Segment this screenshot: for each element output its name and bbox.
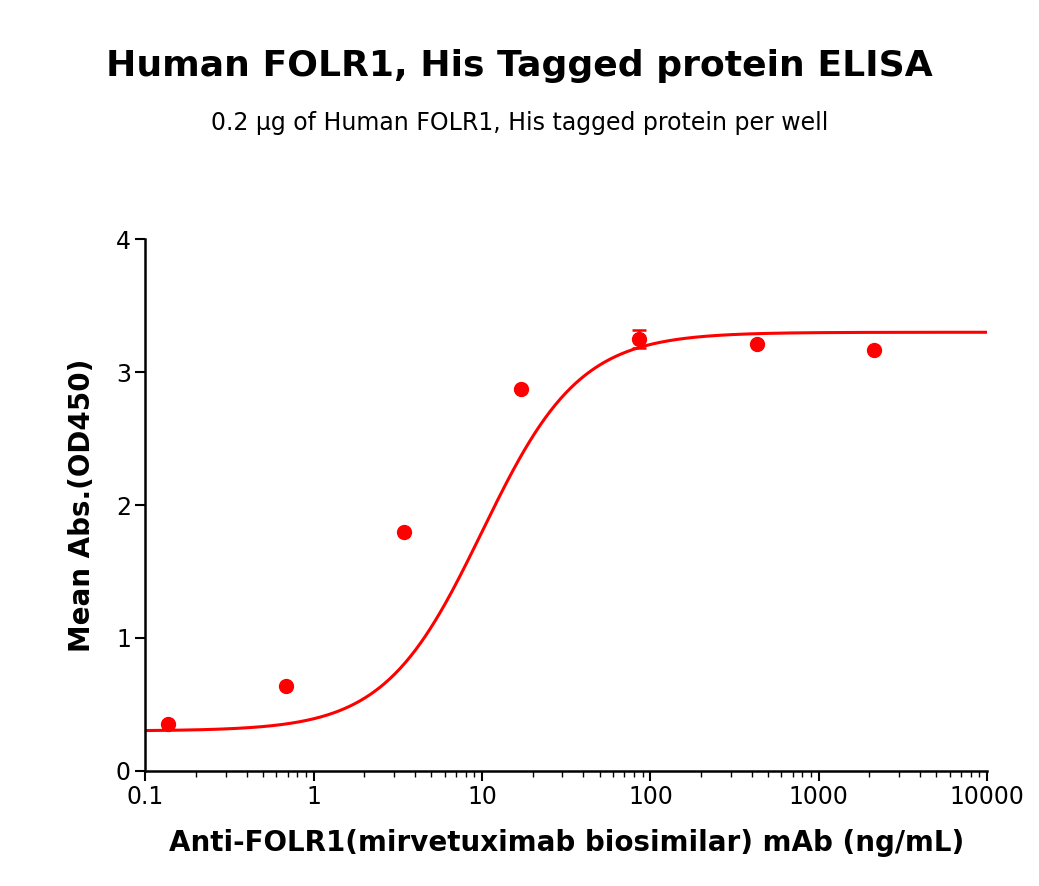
Y-axis label: Mean Abs.(OD450): Mean Abs.(OD450) <box>69 358 97 652</box>
X-axis label: Anti-FOLR1(mirvetuximab biosimilar) mAb (ng/mL): Anti-FOLR1(mirvetuximab biosimilar) mAb … <box>168 828 964 857</box>
Text: 0.2 μg of Human FOLR1, His tagged protein per well: 0.2 μg of Human FOLR1, His tagged protei… <box>211 111 828 135</box>
Text: Human FOLR1, His Tagged protein ELISA: Human FOLR1, His Tagged protein ELISA <box>106 49 933 82</box>
